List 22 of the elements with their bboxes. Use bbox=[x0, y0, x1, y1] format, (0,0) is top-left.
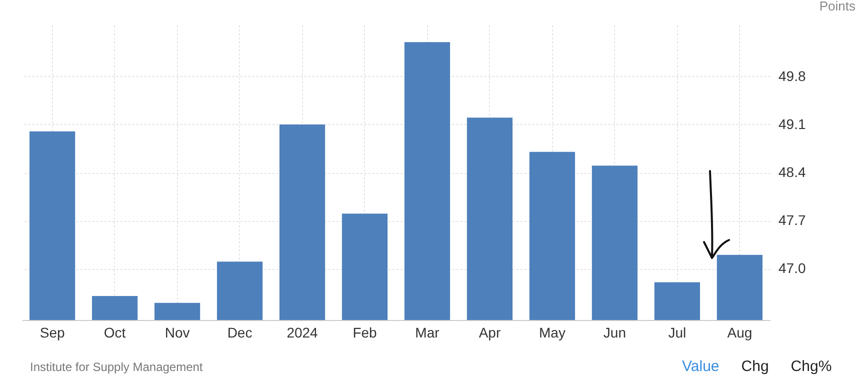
x-tick-label: Jul bbox=[668, 324, 686, 340]
y-tick-label: 49.8 bbox=[778, 68, 806, 84]
x-tick-label: Jun bbox=[603, 324, 626, 340]
x-tick-label: Sep bbox=[40, 324, 65, 340]
text: Chg bbox=[741, 358, 769, 375]
y-tick-label: 47.0 bbox=[778, 260, 806, 276]
x-tick-label: Feb bbox=[352, 324, 378, 340]
x-tick-label: Mar bbox=[415, 324, 440, 340]
x-tick-label: 2024 bbox=[286, 324, 318, 340]
y-tick-label: 49.1 bbox=[778, 116, 806, 132]
text: Chg% bbox=[790, 358, 832, 375]
x-tick-label: Aug bbox=[727, 324, 752, 340]
y-tick-label: 48.4 bbox=[778, 164, 806, 180]
x-tick-label: Dec bbox=[227, 324, 252, 340]
x-tick-label: Nov bbox=[164, 324, 190, 340]
x-tick-label: Apr bbox=[478, 324, 501, 340]
x-tick-label: Oct bbox=[104, 324, 126, 340]
text: Institute for Supply Management bbox=[30, 360, 203, 374]
text: Value bbox=[682, 358, 720, 375]
y-axis-title: Points bbox=[819, 0, 856, 14]
x-tick-label: May bbox=[538, 324, 566, 340]
y-tick-label: 47.7 bbox=[778, 212, 806, 228]
